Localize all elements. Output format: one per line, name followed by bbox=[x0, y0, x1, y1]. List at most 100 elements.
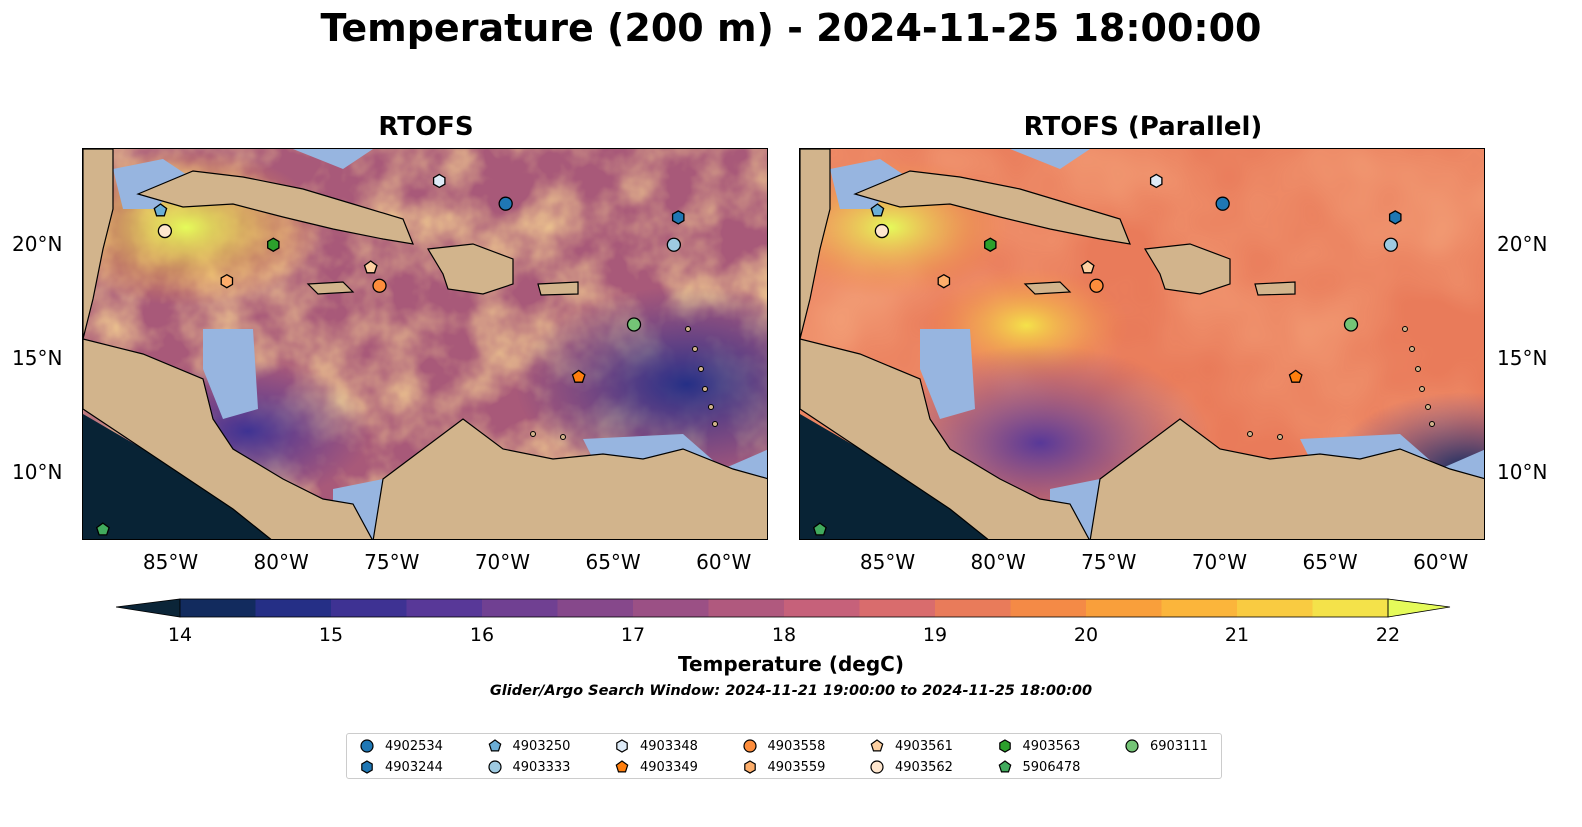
lat-tick-label-left: 15°N bbox=[12, 345, 63, 370]
panel-title-left: RTOFS bbox=[378, 112, 474, 142]
legend-item: 5906478 bbox=[997, 758, 1081, 776]
float-marker-4903559 bbox=[937, 273, 951, 289]
legend-item: 4903558 bbox=[742, 737, 826, 755]
float-legend: 4902534 4903244 4903250 4903333 4903348 49033… bbox=[346, 733, 1222, 779]
float-marker-4903348 bbox=[432, 173, 446, 189]
colorbar-extend-high bbox=[1387, 598, 1451, 618]
legend-marker-icon bbox=[870, 739, 884, 752]
legend-label: 4903559 bbox=[767, 759, 826, 775]
lon-tick-label: 85°W bbox=[859, 550, 916, 574]
float-marker-4903561 bbox=[363, 260, 378, 274]
colorbar-swatch bbox=[1086, 599, 1163, 617]
colorbar-tick-label: 14 bbox=[167, 624, 193, 646]
map-svg-right bbox=[800, 149, 1484, 539]
float-marker-4903349 bbox=[1288, 369, 1303, 383]
legend-label: 4902534 bbox=[385, 738, 443, 754]
colorbar-swatch bbox=[935, 599, 1012, 617]
colorbar-swatch bbox=[708, 599, 785, 617]
colorbar-tick-label: 19 bbox=[922, 624, 948, 646]
float-marker-4903558 bbox=[372, 278, 387, 293]
colorbar-tick-label: 21 bbox=[1224, 624, 1250, 646]
legend-marker-icon bbox=[998, 760, 1011, 773]
colorbar-tick-label: 15 bbox=[318, 624, 344, 646]
colorbar-swatch bbox=[255, 599, 332, 617]
colorbar bbox=[116, 598, 1451, 618]
float-markers-left bbox=[95, 173, 685, 536]
lon-tick-label: 70°W bbox=[474, 550, 531, 574]
lon-tick-label: 60°W bbox=[696, 550, 752, 574]
legend-label: 4903562 bbox=[895, 759, 953, 775]
legend-label: 5906478 bbox=[1022, 759, 1081, 775]
float-marker-4903348 bbox=[1149, 173, 1163, 189]
colorbar-swatch bbox=[406, 599, 483, 617]
float-marker-5906478 bbox=[812, 522, 827, 536]
float-marker-4903349 bbox=[571, 369, 586, 383]
lat-tick-label-left: 10°N bbox=[12, 459, 63, 484]
lon-tick-label: 85°W bbox=[142, 550, 199, 574]
colorbar-swatch bbox=[1312, 599, 1389, 617]
colorbar-swatch bbox=[859, 599, 936, 617]
legend-label: 4903244 bbox=[385, 759, 443, 775]
legend-marker-icon bbox=[487, 760, 502, 774]
panel-title-right: RTOFS (Parallel) bbox=[1023, 112, 1263, 142]
float-marker-4903244 bbox=[671, 210, 685, 225]
legend-marker-icon bbox=[742, 739, 757, 753]
float-marker-5906478 bbox=[95, 522, 110, 536]
figure-title: Temperature (200 m) - 2024-11-25 18:00:0… bbox=[320, 6, 1262, 50]
float-marker-4903250 bbox=[153, 203, 168, 217]
lon-tick-label: 65°W bbox=[1302, 550, 1358, 574]
float-marker-4902534 bbox=[1215, 196, 1230, 211]
lat-tick-label-right: 20°N bbox=[1497, 231, 1548, 256]
colorbar-tick-label: 17 bbox=[620, 624, 646, 646]
legend-item: 4903250 bbox=[487, 737, 571, 755]
legend-marker-icon bbox=[361, 760, 373, 774]
lon-tick-label: 70°W bbox=[1191, 550, 1248, 574]
lon-tick-label: 75°W bbox=[1081, 550, 1137, 574]
lat-tick-label-right: 15°N bbox=[1497, 345, 1548, 370]
legend-item: 4903244 bbox=[359, 758, 443, 776]
float-marker-6903111 bbox=[1343, 317, 1359, 332]
map-rtofs-parallel[interactable] bbox=[799, 148, 1485, 540]
legend-marker-icon bbox=[616, 739, 628, 753]
colorbar-swatch bbox=[784, 599, 861, 617]
colorbar-swatch bbox=[1161, 599, 1238, 617]
lon-tick-label: 80°W bbox=[253, 550, 309, 574]
map-svg-left bbox=[83, 149, 767, 539]
legend-item: 4903563 bbox=[997, 737, 1081, 755]
legend-marker-icon bbox=[743, 760, 756, 774]
legend-label: 4903558 bbox=[767, 738, 826, 754]
colorbar-swatch bbox=[180, 599, 257, 617]
lon-tick-label: 65°W bbox=[585, 550, 641, 574]
legend-label: 4903349 bbox=[640, 759, 698, 775]
legend-item: 4903348 bbox=[614, 737, 698, 755]
legend-marker-icon bbox=[360, 739, 374, 753]
legend-label: 4903561 bbox=[895, 738, 953, 754]
colorbar-tick-label: 18 bbox=[771, 624, 797, 646]
float-marker-4903562 bbox=[157, 223, 173, 239]
map-rtofs[interactable] bbox=[82, 148, 768, 540]
legend-item: 4903349 bbox=[614, 758, 698, 776]
colorbar-swatch bbox=[633, 599, 710, 617]
legend-item: 4903559 bbox=[742, 758, 826, 776]
float-marker-4903250 bbox=[870, 203, 885, 217]
lon-tick-label: 75°W bbox=[364, 550, 420, 574]
colorbar-tick-label: 16 bbox=[469, 624, 495, 646]
float-marker-4903563 bbox=[984, 237, 997, 252]
float-marker-4902534 bbox=[498, 196, 513, 211]
legend-item: 4903561 bbox=[869, 737, 953, 755]
colorbar-swatch bbox=[331, 599, 408, 617]
legend-marker-icon bbox=[615, 760, 629, 773]
legend-label: 4903250 bbox=[512, 738, 571, 754]
legend-label: 6903111 bbox=[1150, 738, 1208, 754]
legend-label: 4903348 bbox=[640, 738, 698, 754]
lat-tick-label-left: 20°N bbox=[12, 231, 63, 256]
legend-label: 4903563 bbox=[1022, 738, 1081, 754]
float-marker-4903561 bbox=[1080, 260, 1095, 274]
legend-item: 4903333 bbox=[487, 758, 570, 776]
float-marker-4903562 bbox=[874, 223, 890, 239]
colorbar-swatch bbox=[1010, 599, 1087, 617]
colorbar-tick-label: 22 bbox=[1375, 624, 1401, 646]
colorbar-frame bbox=[179, 598, 1389, 618]
legend-item: 4903562 bbox=[869, 758, 953, 776]
legend-item: 4902534 bbox=[359, 737, 443, 755]
